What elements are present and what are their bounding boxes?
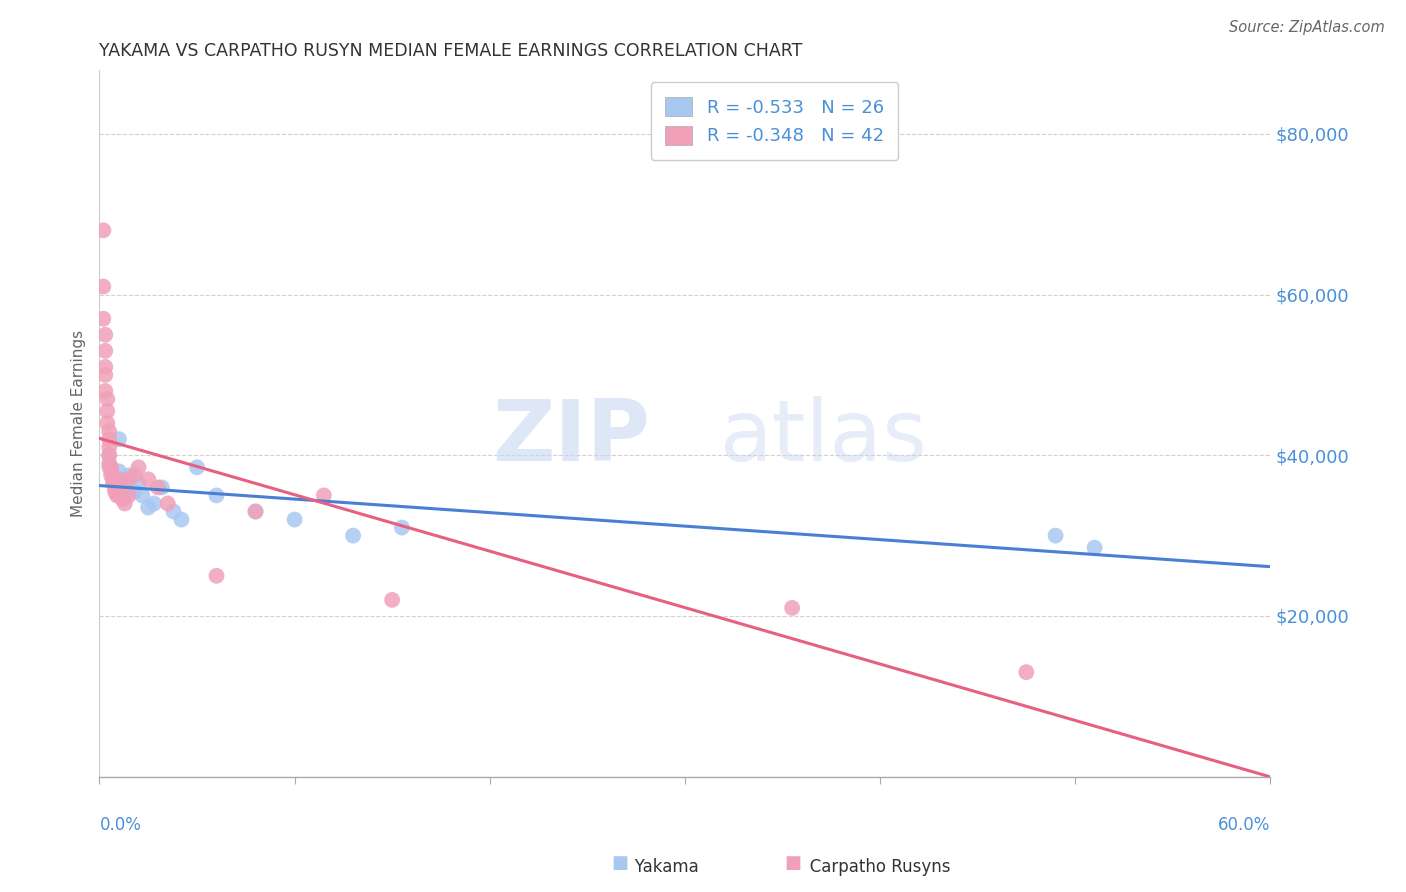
Point bbox=[312, 488, 335, 502]
Point bbox=[124, 468, 146, 483]
Point bbox=[94, 327, 117, 342]
Legend: R = -0.533   N = 26, R = -0.348   N = 42: R = -0.533 N = 26, R = -0.348 N = 42 bbox=[651, 82, 898, 160]
Point bbox=[100, 460, 122, 475]
Point bbox=[391, 520, 413, 534]
Point bbox=[108, 472, 131, 486]
Point bbox=[284, 512, 307, 526]
Text: atlas: atlas bbox=[720, 396, 928, 479]
Point bbox=[108, 488, 131, 502]
Point bbox=[156, 496, 179, 510]
Point bbox=[94, 343, 117, 358]
Point bbox=[104, 484, 127, 499]
Point bbox=[131, 488, 153, 502]
Point bbox=[205, 568, 228, 582]
Text: ZIP: ZIP bbox=[492, 396, 650, 479]
Point bbox=[98, 456, 121, 470]
Point bbox=[1045, 528, 1067, 542]
Point bbox=[150, 480, 173, 494]
Point bbox=[342, 528, 364, 542]
Point bbox=[118, 488, 141, 502]
Text: ■: ■ bbox=[785, 855, 801, 872]
Point bbox=[111, 476, 134, 491]
Text: Yakama: Yakama bbox=[619, 858, 699, 876]
Point bbox=[101, 472, 124, 486]
Point bbox=[118, 468, 141, 483]
Point bbox=[162, 504, 184, 518]
Point bbox=[98, 440, 121, 454]
Point bbox=[100, 464, 122, 478]
Point bbox=[104, 480, 127, 494]
Y-axis label: Median Female Earnings: Median Female Earnings bbox=[72, 329, 86, 516]
Text: Source: ZipAtlas.com: Source: ZipAtlas.com bbox=[1229, 20, 1385, 35]
Point bbox=[108, 480, 131, 494]
Point bbox=[1015, 665, 1038, 680]
Point bbox=[143, 496, 166, 510]
Point bbox=[381, 593, 404, 607]
Point bbox=[186, 460, 208, 475]
Point bbox=[124, 484, 146, 499]
Point bbox=[108, 432, 131, 446]
Point bbox=[101, 476, 124, 491]
Point bbox=[98, 424, 121, 438]
Point bbox=[111, 492, 134, 507]
Text: YAKAMA VS CARPATHO RUSYN MEDIAN FEMALE EARNINGS CORRELATION CHART: YAKAMA VS CARPATHO RUSYN MEDIAN FEMALE E… bbox=[100, 42, 803, 60]
Point bbox=[94, 359, 117, 374]
Point bbox=[98, 448, 121, 462]
Point bbox=[104, 480, 127, 494]
Point bbox=[146, 480, 169, 494]
Text: 60.0%: 60.0% bbox=[1218, 815, 1270, 833]
Point bbox=[120, 480, 142, 494]
Text: 0.0%: 0.0% bbox=[100, 815, 142, 833]
Point bbox=[94, 384, 117, 398]
Point bbox=[96, 404, 118, 418]
Point bbox=[114, 488, 136, 502]
Point bbox=[245, 504, 267, 518]
Point bbox=[127, 460, 149, 475]
Point bbox=[91, 223, 114, 237]
Point bbox=[96, 416, 118, 430]
Point bbox=[94, 368, 117, 382]
Point bbox=[1084, 541, 1107, 555]
Point bbox=[105, 488, 128, 502]
Text: Carpatho Rusyns: Carpatho Rusyns bbox=[794, 858, 950, 876]
Point bbox=[136, 472, 159, 486]
Point bbox=[91, 279, 114, 293]
Point bbox=[245, 504, 267, 518]
Point bbox=[98, 460, 121, 475]
Point bbox=[101, 472, 124, 486]
Point bbox=[91, 311, 114, 326]
Point bbox=[108, 464, 131, 478]
Point bbox=[98, 448, 121, 462]
Point bbox=[98, 432, 121, 446]
Point bbox=[114, 496, 136, 510]
Point bbox=[780, 601, 803, 615]
Point bbox=[96, 392, 118, 406]
Point bbox=[170, 512, 193, 526]
Point bbox=[100, 468, 122, 483]
Text: ■: ■ bbox=[612, 855, 628, 872]
Point bbox=[136, 500, 159, 515]
Point bbox=[205, 488, 228, 502]
Point bbox=[127, 476, 149, 491]
Point bbox=[118, 472, 141, 486]
